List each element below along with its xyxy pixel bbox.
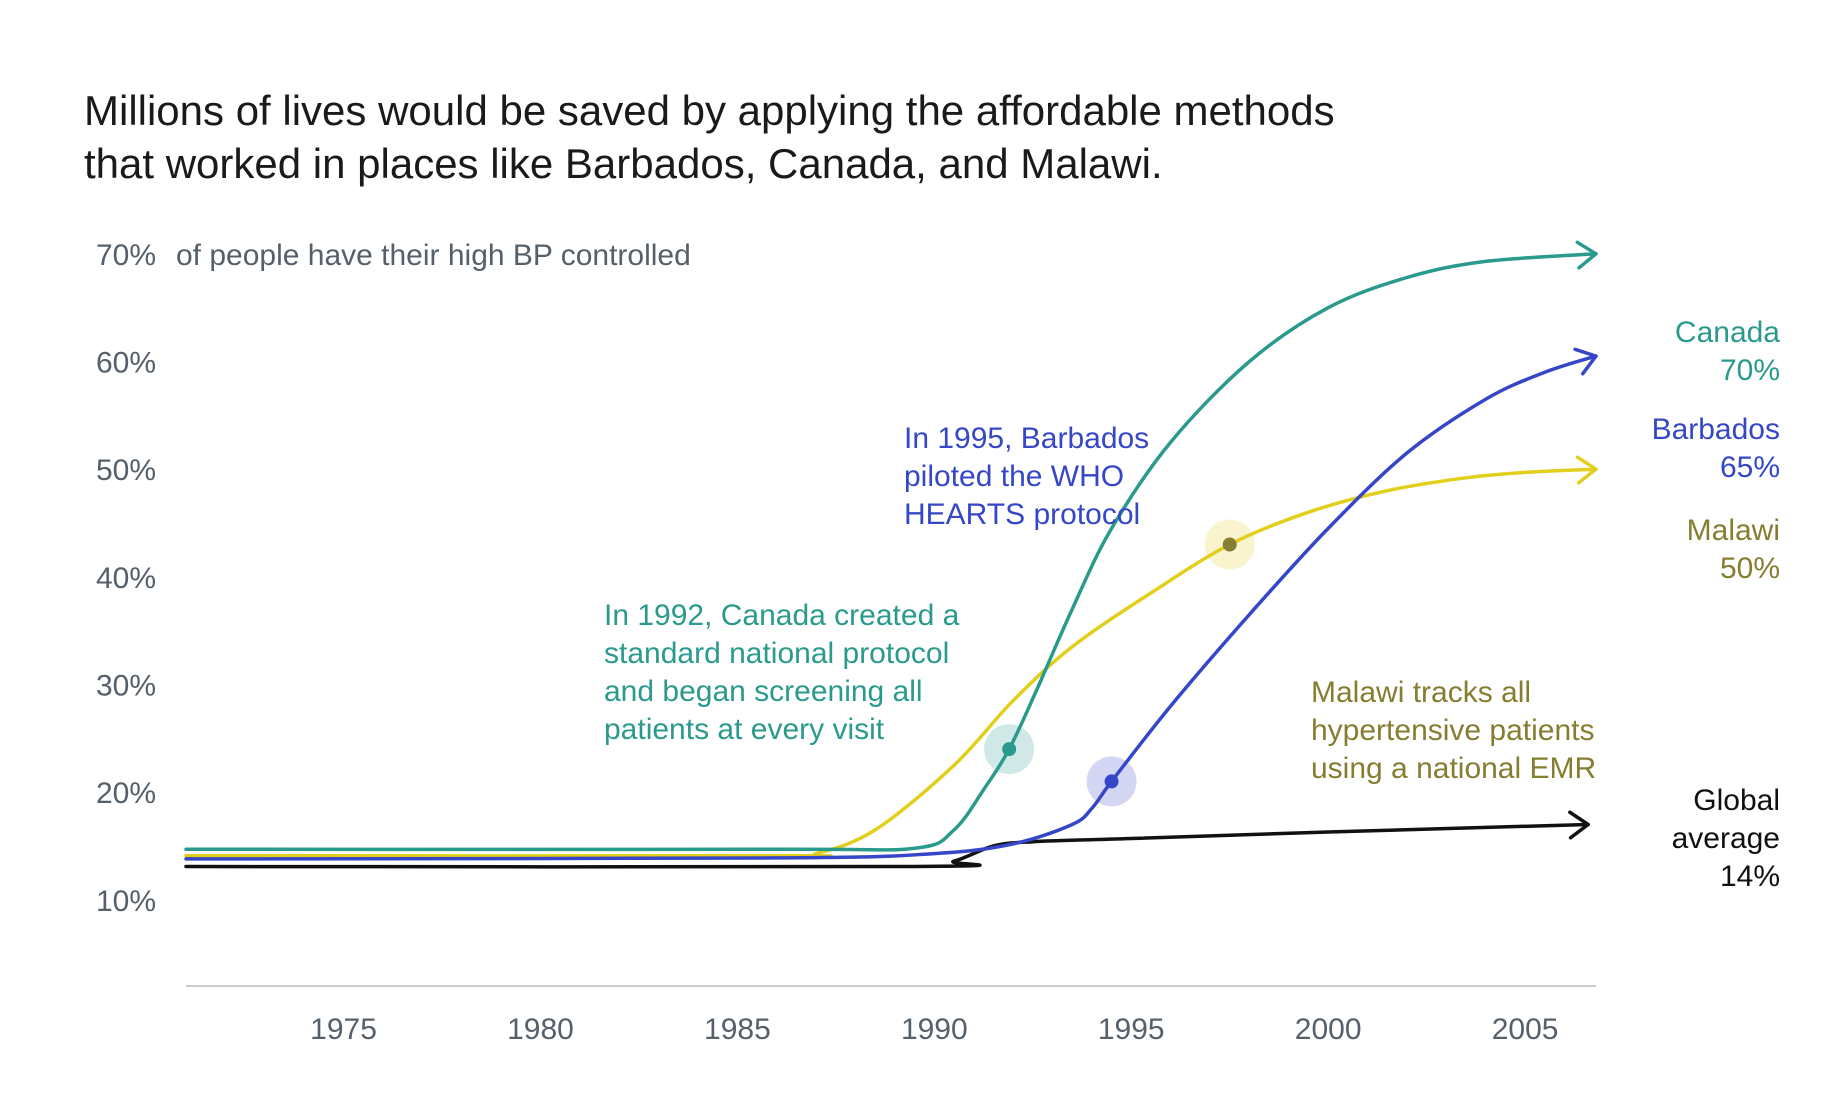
- marker-point-barbados: [1104, 774, 1119, 789]
- series-line-malawi: [184, 467, 1598, 858]
- y-tick-label: 50%: [96, 454, 156, 487]
- annotation-barbados-line: HEARTS protocol: [904, 498, 1141, 531]
- marker-point-canada: [1002, 742, 1017, 757]
- annotation-canada-line: patients at every visit: [604, 713, 885, 746]
- series-line-canada: [184, 252, 1598, 852]
- end-label-canada-name: Canada: [1674, 316, 1780, 349]
- x-tick-label: 1990: [901, 1013, 968, 1046]
- y-tick-label: 40%: [96, 562, 156, 595]
- end-label-canada-value: 70%: [1719, 354, 1780, 387]
- end-label-malawi-value: 50%: [1719, 552, 1780, 585]
- end-label-barbados-value: 65%: [1719, 451, 1780, 484]
- x-tick-label: 2005: [1492, 1013, 1559, 1046]
- arrowhead-canada: [1575, 240, 1598, 270]
- end-label-malawi-name: Malawi: [1686, 514, 1780, 547]
- y-tick-label: 60%: [96, 347, 156, 380]
- title-line-1: Millions of lives would be saved by appl…: [84, 87, 1335, 134]
- end-label-global: Global average 14%: [1560, 782, 1780, 896]
- end-label-malawi: Malawi 50%: [1560, 512, 1780, 588]
- annotation-barbados-line: piloted the WHO: [904, 460, 1125, 493]
- y-tick-label: 10%: [96, 885, 156, 918]
- marker-point-malawi: [1222, 537, 1237, 552]
- x-tick-label: 1980: [507, 1013, 574, 1046]
- end-label-barbados: Barbados 65%: [1560, 411, 1780, 487]
- end-label-global-line: average: [1671, 822, 1780, 855]
- arrowhead-barbados: [1573, 347, 1598, 376]
- series-line-global: [184, 822, 1590, 869]
- arrowhead-global: [1568, 810, 1590, 840]
- y-tick-label: 70%: [96, 239, 156, 272]
- annotation-canada-line: standard national protocol: [604, 637, 950, 670]
- annotation-malawi: Malawi tracks all hypertensive patients …: [1311, 674, 1596, 788]
- end-label-global-value: 14%: [1719, 860, 1780, 893]
- title-line-2: that worked in places like Barbados, Can…: [84, 140, 1163, 187]
- annotation-malawi-line: using a national EMR: [1311, 752, 1597, 785]
- annotation-canada: In 1992, Canada created a standard natio…: [604, 597, 959, 749]
- y-tick-label: 30%: [96, 670, 156, 703]
- x-tick-label: 1975: [310, 1013, 377, 1046]
- annotation-canada-line: and began screening all: [604, 675, 923, 708]
- arrowhead-malawi: [1575, 455, 1598, 485]
- x-tick-label: 2000: [1295, 1013, 1362, 1046]
- end-label-barbados-name: Barbados: [1651, 413, 1780, 446]
- annotation-malawi-line: Malawi tracks all: [1311, 676, 1532, 709]
- annotation-barbados-line: In 1995, Barbados: [904, 422, 1150, 455]
- end-label-global-line: Global: [1693, 784, 1780, 817]
- x-tick-label: 1995: [1098, 1013, 1165, 1046]
- annotation-barbados: In 1995, Barbados piloted the WHO HEARTS…: [904, 420, 1149, 534]
- y-tick-label: 20%: [96, 777, 156, 810]
- chart-title: Millions of lives would be saved by appl…: [84, 84, 1584, 190]
- annotation-malawi-line: hypertensive patients: [1311, 714, 1595, 747]
- x-tick-label: 1985: [704, 1013, 771, 1046]
- end-label-canada: Canada 70%: [1560, 314, 1780, 390]
- annotation-canada-line: In 1992, Canada created a: [604, 599, 960, 632]
- y-axis-label: of people have their high BP controlled: [176, 239, 691, 272]
